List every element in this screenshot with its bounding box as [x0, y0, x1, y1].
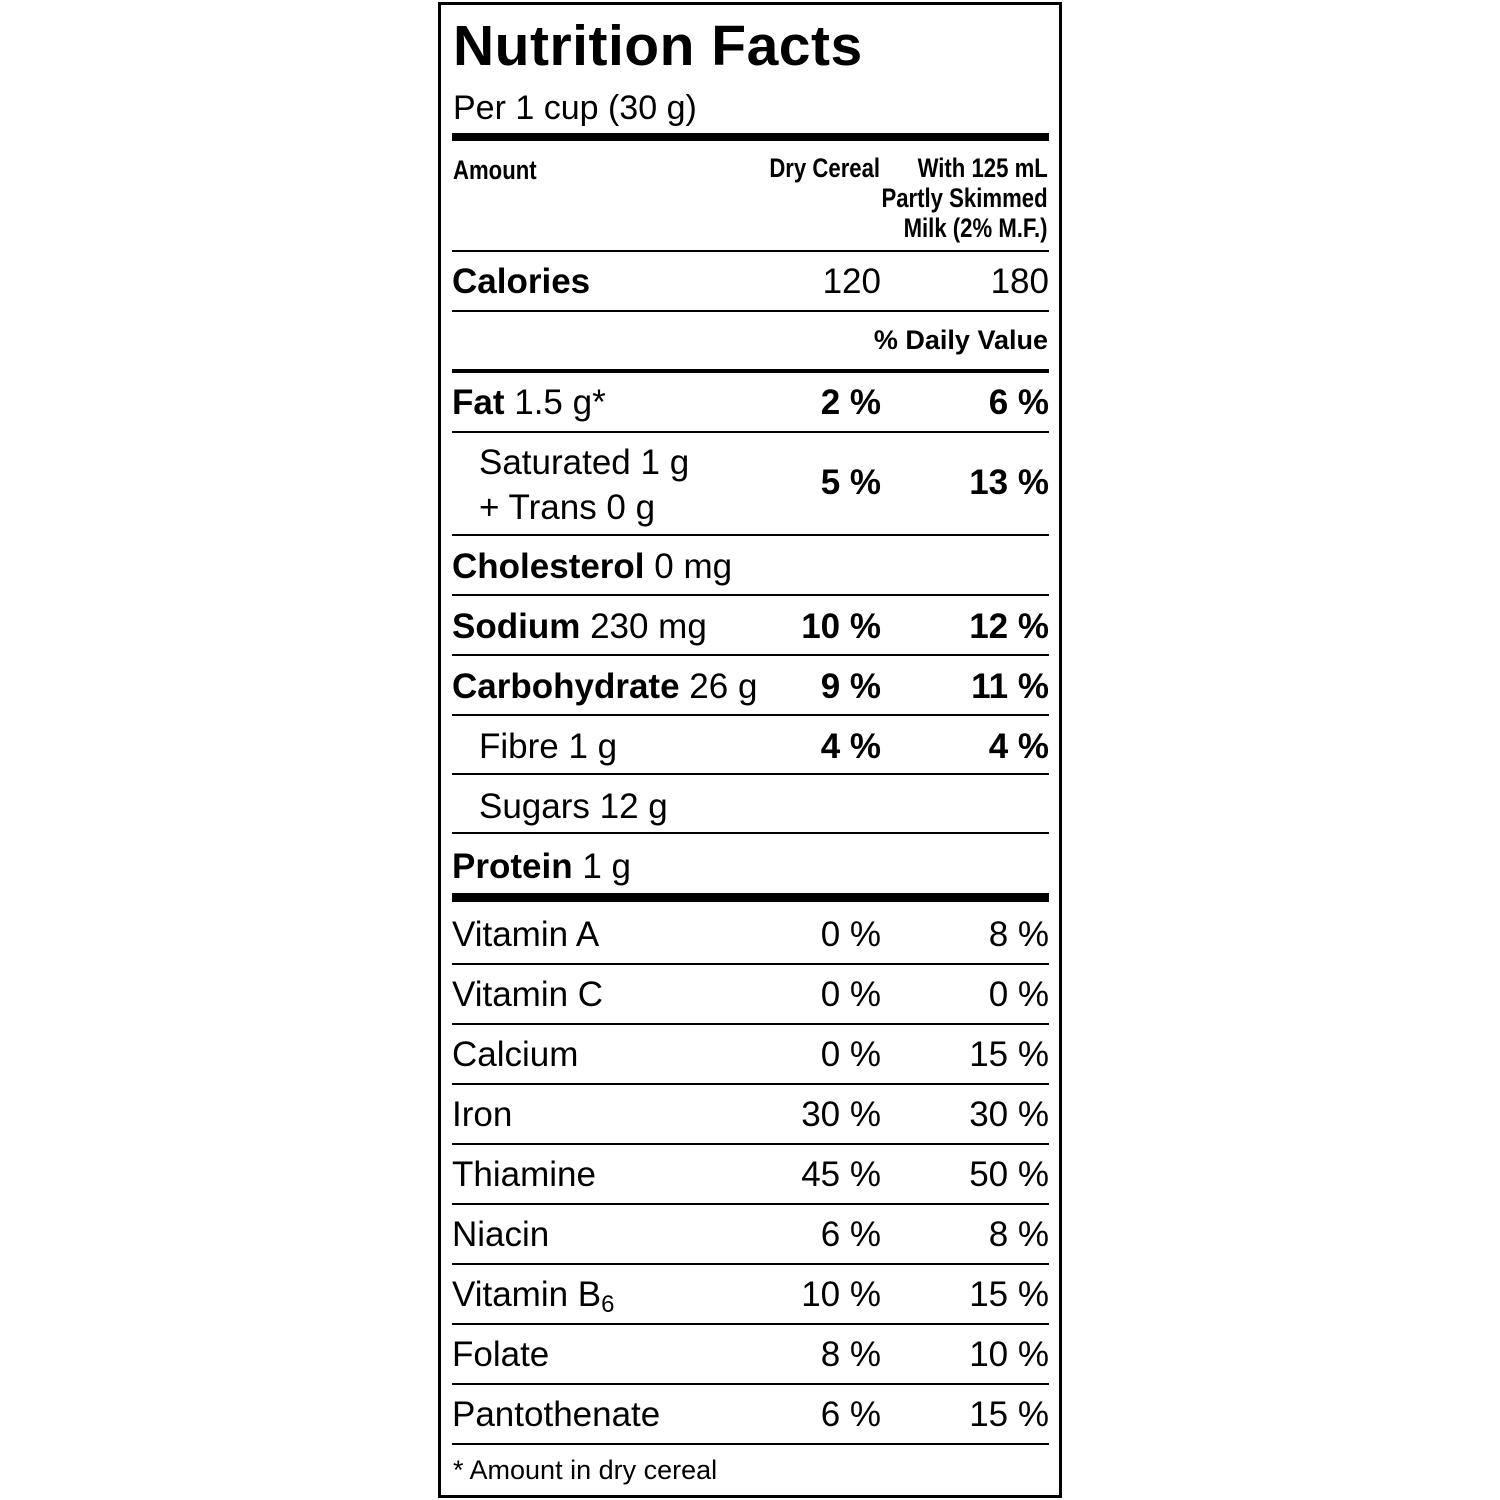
nutrient-amount: 1.5 g* — [514, 383, 606, 422]
divider — [452, 1143, 1049, 1145]
nutrient-name: Protein — [452, 847, 573, 886]
vitamin-name: Pantothenate — [452, 1395, 660, 1435]
vitamin-name: Vitamin A — [452, 915, 599, 955]
nutrient-amount: 1 g — [582, 847, 631, 886]
divider — [452, 1443, 1049, 1445]
calories-dry: 120 — [822, 262, 881, 301]
nutrient-name: Sugars 12 g — [479, 787, 668, 826]
vitamin-name: Thiamine — [452, 1155, 596, 1195]
vitamin-name: Vitamin B6 — [452, 1275, 615, 1319]
dv-milk: 13 % — [969, 463, 1049, 502]
divider — [452, 534, 1049, 536]
divider — [452, 310, 1049, 312]
nutrition-facts-panel: Nutrition Facts Per 1 cup (30 g) Amount … — [438, 2, 1062, 1498]
dv-milk: 4 % — [988, 727, 1049, 766]
dv-milk: 0 % — [988, 975, 1049, 1014]
vitamin-name-text: Thiamine — [452, 1155, 596, 1194]
vitamin-name: Iron — [452, 1095, 512, 1135]
divider — [452, 963, 1049, 965]
dv-dry: 0 % — [820, 915, 881, 954]
vitamin-name-text: Folate — [452, 1335, 550, 1374]
divider — [452, 832, 1049, 834]
nutrient-name: Saturated 1 g — [479, 443, 690, 482]
vitamin-name: Calcium — [452, 1035, 578, 1075]
vitamin-name-text: Calcium — [452, 1035, 579, 1074]
nutrient-name: Carbohydrate — [452, 667, 680, 706]
nutrient-name-line2: + Trans 0 g — [479, 488, 656, 527]
nutrient-name: Fibre 1 g — [479, 727, 618, 766]
divider — [452, 1203, 1049, 1205]
dv-milk: 12 % — [969, 607, 1049, 646]
vitamin-name: Vitamin C — [452, 975, 603, 1015]
calories-milk: 180 — [990, 262, 1049, 301]
milk-header: With 125 mL Partly Skimmed Milk (2% M.F.… — [845, 153, 1048, 243]
milk-header-line3: Milk (2% M.F.) — [904, 213, 1048, 243]
divider — [452, 1323, 1049, 1325]
divider — [452, 1023, 1049, 1025]
dv-milk: 15 % — [969, 1035, 1049, 1074]
divider — [452, 250, 1049, 252]
vitamin-name-text: Vitamin C — [452, 975, 604, 1014]
vitamin-name-text: Vitamin B — [452, 1275, 602, 1314]
dv-dry: 2 % — [820, 383, 881, 422]
dry-cereal-header-text: Dry Cereal — [769, 153, 880, 183]
dv-dry: 6 % — [820, 1215, 881, 1254]
divider — [452, 654, 1049, 656]
nutrient-name: Fat — [452, 383, 505, 422]
vitamin-name: Folate — [452, 1335, 549, 1375]
dv-milk: 15 % — [969, 1275, 1049, 1314]
dv-dry: 9 % — [820, 667, 881, 706]
thick-divider — [452, 133, 1049, 141]
vitamin-name: Niacin — [452, 1215, 549, 1255]
vitamin-name-text: Iron — [452, 1095, 513, 1134]
vitamin-subscript: 6 — [601, 1291, 615, 1318]
dv-dry: 8 % — [820, 1335, 881, 1374]
dv-milk: 8 % — [988, 1215, 1049, 1254]
divider — [452, 1263, 1049, 1265]
vitamin-name-text: Pantothenate — [452, 1395, 661, 1434]
dv-dry: 5 % — [820, 463, 881, 502]
dv-milk: 11 % — [971, 667, 1049, 706]
footnote: * Amount in dry cereal — [453, 1455, 718, 1485]
dv-dry: 6 % — [820, 1395, 881, 1434]
nutrient-name: Sodium — [452, 607, 581, 646]
serving-size: Per 1 cup (30 g) — [453, 89, 697, 127]
vitamin-name-text: Niacin — [452, 1215, 550, 1254]
title: Nutrition Facts — [453, 14, 863, 78]
dv-milk: 15 % — [969, 1395, 1049, 1434]
dv-milk: 50 % — [969, 1155, 1049, 1194]
nutrient-amount: 26 g — [689, 667, 758, 706]
divider — [452, 594, 1049, 596]
dv-dry: 4 % — [820, 727, 881, 766]
dv-milk: 10 % — [969, 1335, 1049, 1374]
divider — [452, 714, 1049, 716]
milk-header-line2: Partly Skimmed — [881, 183, 1048, 213]
dv-dry: 0 % — [820, 975, 881, 1014]
nutrient-amount: 0 mg — [654, 547, 733, 586]
divider — [452, 1383, 1049, 1385]
divider — [452, 773, 1049, 775]
dv-dry: 45 % — [801, 1155, 881, 1194]
nutrient-amount: 230 mg — [590, 607, 707, 646]
dv-milk: 6 % — [988, 383, 1049, 422]
amount-header-text: Amount — [453, 155, 537, 185]
calories-label: Calories — [452, 262, 591, 301]
amount-header: Amount — [453, 155, 555, 185]
milk-header-line1: With 125 mL — [917, 153, 1048, 183]
divider — [452, 431, 1049, 433]
vitamin-name-text: Vitamin A — [452, 915, 600, 954]
daily-value-heading: % Daily Value — [873, 325, 1048, 355]
dv-dry: 10 % — [801, 1275, 881, 1314]
divider-medium — [452, 369, 1049, 373]
dry-cereal-header: Dry Cereal — [745, 153, 880, 183]
dv-dry: 0 % — [820, 1035, 881, 1074]
thick-divider — [452, 893, 1049, 902]
dv-dry: 10 % — [801, 607, 881, 646]
nutrient-name: Cholesterol — [452, 547, 645, 586]
dv-milk: 8 % — [988, 915, 1049, 954]
dv-dry: 30 % — [801, 1095, 881, 1134]
divider — [452, 1083, 1049, 1085]
dv-milk: 30 % — [969, 1095, 1049, 1134]
